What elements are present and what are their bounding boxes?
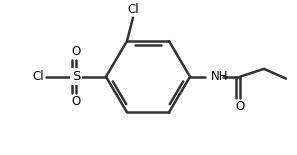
Text: S: S [72, 70, 80, 83]
Text: O: O [236, 100, 245, 113]
Text: O: O [71, 95, 80, 108]
Text: Cl: Cl [32, 70, 44, 83]
Text: Cl: Cl [127, 3, 139, 16]
Text: O: O [71, 45, 80, 58]
Text: NH: NH [211, 70, 228, 83]
